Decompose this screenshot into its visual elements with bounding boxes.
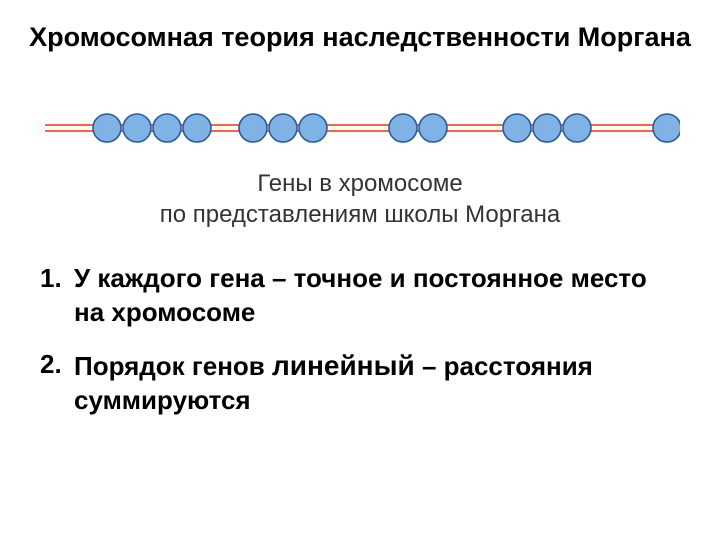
list-number-1: 1.: [40, 262, 74, 296]
slide: Хромосомная теория наследственности Морг…: [0, 0, 720, 540]
gene-bead: [269, 114, 297, 142]
list-text-2: Порядок генов линейный – расстояния сумм…: [74, 348, 680, 418]
gene-bead: [183, 114, 211, 142]
gene-bead: [419, 114, 447, 142]
list-text-2-bigword: линейный: [272, 350, 415, 381]
gene-bead: [503, 114, 531, 142]
gene-bead: [563, 114, 591, 142]
diagram-caption: Гены в хромосоме по представлениям школы…: [0, 168, 720, 230]
slide-title: Хромосомная теория наследственности Морг…: [0, 22, 720, 53]
gene-bead: [653, 114, 680, 142]
gene-bead: [93, 114, 121, 142]
gene-bead: [153, 114, 181, 142]
gene-bead: [299, 114, 327, 142]
caption-line-1: Гены в хромосоме: [257, 170, 462, 197]
gene-bead: [389, 114, 417, 142]
gene-bead: [533, 114, 561, 142]
list-text-2-prefix: Порядок генов: [74, 351, 272, 381]
list-item: 2. Порядок генов линейный – расстояния с…: [40, 348, 680, 418]
list-number-2: 2.: [40, 348, 74, 382]
chromosome-diagram: [45, 108, 680, 148]
points-list: 1. У каждого гена – точное и постоянное …: [40, 262, 680, 436]
gene-bead: [239, 114, 267, 142]
gene-bead: [123, 114, 151, 142]
caption-line-2: по представлениям школы Моргана: [160, 201, 561, 228]
list-text-1: У каждого гена – точное и постоянное мес…: [74, 262, 680, 330]
list-item: 1. У каждого гена – точное и постоянное …: [40, 262, 680, 330]
